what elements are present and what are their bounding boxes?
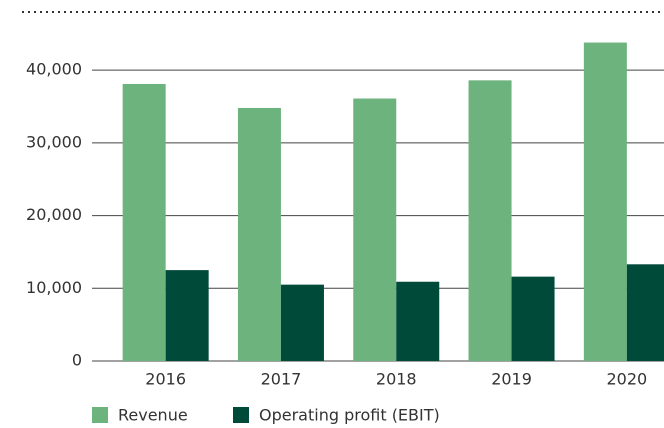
- x-tick-label: 2016: [145, 370, 186, 389]
- legend-swatch: [233, 407, 249, 423]
- legend-swatch: [92, 407, 108, 423]
- legend-label: Revenue: [118, 406, 188, 425]
- y-tick-label: 40,000: [26, 60, 82, 79]
- bar: [122, 83, 166, 361]
- bar: [280, 284, 324, 361]
- x-tick-label: 2017: [261, 370, 302, 389]
- bar: [511, 276, 555, 361]
- y-tick-label: 0: [72, 351, 82, 370]
- bar: [626, 264, 664, 361]
- bar: [583, 42, 627, 361]
- bar: [353, 98, 397, 361]
- x-tick-label: 2020: [606, 370, 647, 389]
- bar: [468, 80, 512, 362]
- legend-label: Operating profit (EBIT): [259, 406, 440, 425]
- y-tick-label: 10,000: [26, 278, 82, 297]
- y-tick-label: 20,000: [26, 205, 82, 224]
- bar: [237, 107, 281, 361]
- x-tick-label: 2019: [491, 370, 532, 389]
- bar: [396, 281, 440, 361]
- y-tick-label: 30,000: [26, 132, 82, 151]
- bar: [165, 270, 209, 361]
- x-tick-label: 2018: [376, 370, 417, 389]
